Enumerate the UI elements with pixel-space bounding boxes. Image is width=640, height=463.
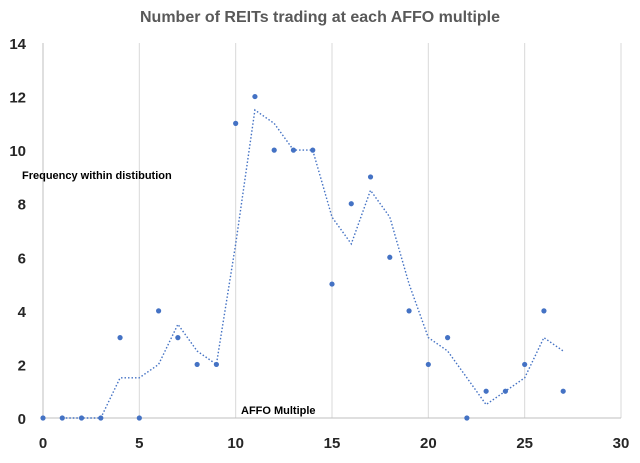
data-point <box>329 281 335 287</box>
data-point <box>194 361 200 368</box>
data-point <box>78 415 85 421</box>
data-point <box>98 415 104 421</box>
x-tick-label: 20 <box>420 435 437 452</box>
data-point <box>156 308 162 314</box>
data-point <box>348 201 354 207</box>
data-point <box>290 147 297 153</box>
data-point <box>367 174 374 180</box>
x-tick-label: 0 <box>39 435 47 452</box>
x-tick-label: 15 <box>324 435 341 452</box>
data-point <box>502 388 508 394</box>
data-point <box>59 415 65 421</box>
x-tick-label: 10 <box>227 435 244 452</box>
data-point <box>425 361 431 368</box>
data-point <box>213 361 219 368</box>
data-point <box>387 254 393 260</box>
data-point <box>483 388 489 394</box>
data-point <box>406 308 412 314</box>
x-tick-label: 30 <box>613 435 630 452</box>
y-axis-label: Frequency within distibution <box>22 170 172 182</box>
data-point <box>445 335 451 341</box>
y-tick-label: 6 <box>18 250 26 267</box>
data-point <box>560 388 566 394</box>
x-tick-label: 25 <box>516 435 533 452</box>
data-point <box>136 415 142 421</box>
y-tick-label: 14 <box>9 36 26 53</box>
data-point <box>252 93 258 100</box>
y-tick-label: 2 <box>18 357 26 374</box>
data-point <box>233 120 239 126</box>
x-axis-label: AFFO Multiple <box>241 405 316 417</box>
y-tick-label: 8 <box>18 197 26 214</box>
data-point <box>522 361 528 368</box>
grid <box>42 43 622 419</box>
data-point <box>310 147 316 153</box>
x-tick-label: 5 <box>135 435 143 452</box>
y-tick-label: 0 <box>18 411 26 428</box>
data-point <box>117 335 123 341</box>
y-tick-label: 12 <box>9 90 26 107</box>
data-point <box>541 308 547 314</box>
data-point <box>175 335 181 341</box>
x-tick-labels: 0 5 10 15 20 25 30 <box>39 435 630 452</box>
chart-title: Number of REITs trading at each AFFO mul… <box>140 9 500 26</box>
data-point <box>271 147 277 153</box>
y-tick-label: 4 <box>18 304 27 321</box>
y-tick-label: 10 <box>9 143 26 160</box>
y-tick-labels: 0 2 4 6 8 10 12 14 <box>9 36 26 428</box>
data-points <box>40 93 566 421</box>
data-point <box>464 415 470 421</box>
data-point <box>40 415 46 421</box>
